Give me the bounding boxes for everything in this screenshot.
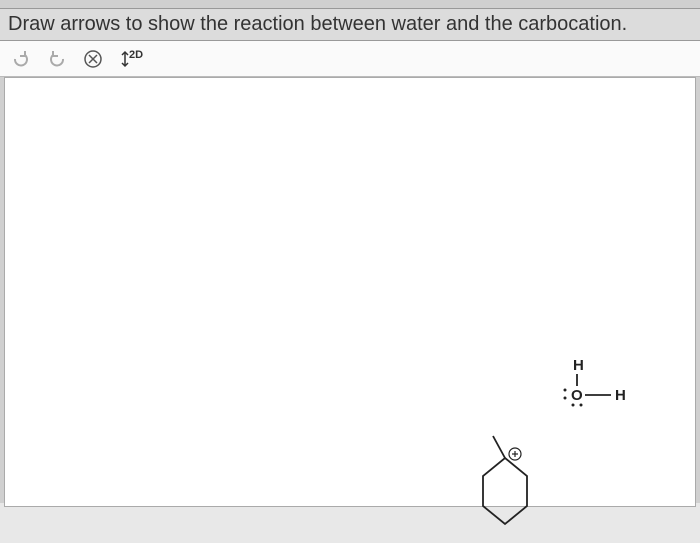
substituent-bond: [493, 436, 505, 458]
app-frame: Draw arrows to show the reaction between…: [0, 0, 700, 503]
water-molecule[interactable]: H O H: [545, 358, 635, 423]
lone-pair-dot: [564, 389, 567, 392]
clear-icon[interactable]: [82, 48, 104, 70]
cyclohexane-ring: [483, 458, 527, 524]
drawing-canvas[interactable]: H O H: [4, 77, 696, 507]
mode-2d-button[interactable]: 2D: [118, 50, 146, 68]
instruction-text: Draw arrows to show the reaction between…: [8, 13, 627, 35]
carbocation-molecule[interactable]: [435, 428, 545, 543]
instruction-bar: Draw arrows to show the reaction between…: [0, 8, 700, 41]
atom-O: O: [571, 387, 583, 404]
lone-pair-dot: [580, 404, 583, 407]
atom-H-right: H: [615, 387, 626, 404]
lone-pair-dot: [572, 404, 575, 407]
atom-H-top: H: [573, 358, 584, 374]
lone-pair-dot: [564, 397, 567, 400]
toolbar: 2D: [0, 41, 700, 77]
charge-plus: [509, 448, 521, 460]
redo-icon[interactable]: [46, 48, 68, 70]
mode-2d-label: 2D: [129, 49, 143, 61]
undo-icon[interactable]: [10, 48, 32, 70]
